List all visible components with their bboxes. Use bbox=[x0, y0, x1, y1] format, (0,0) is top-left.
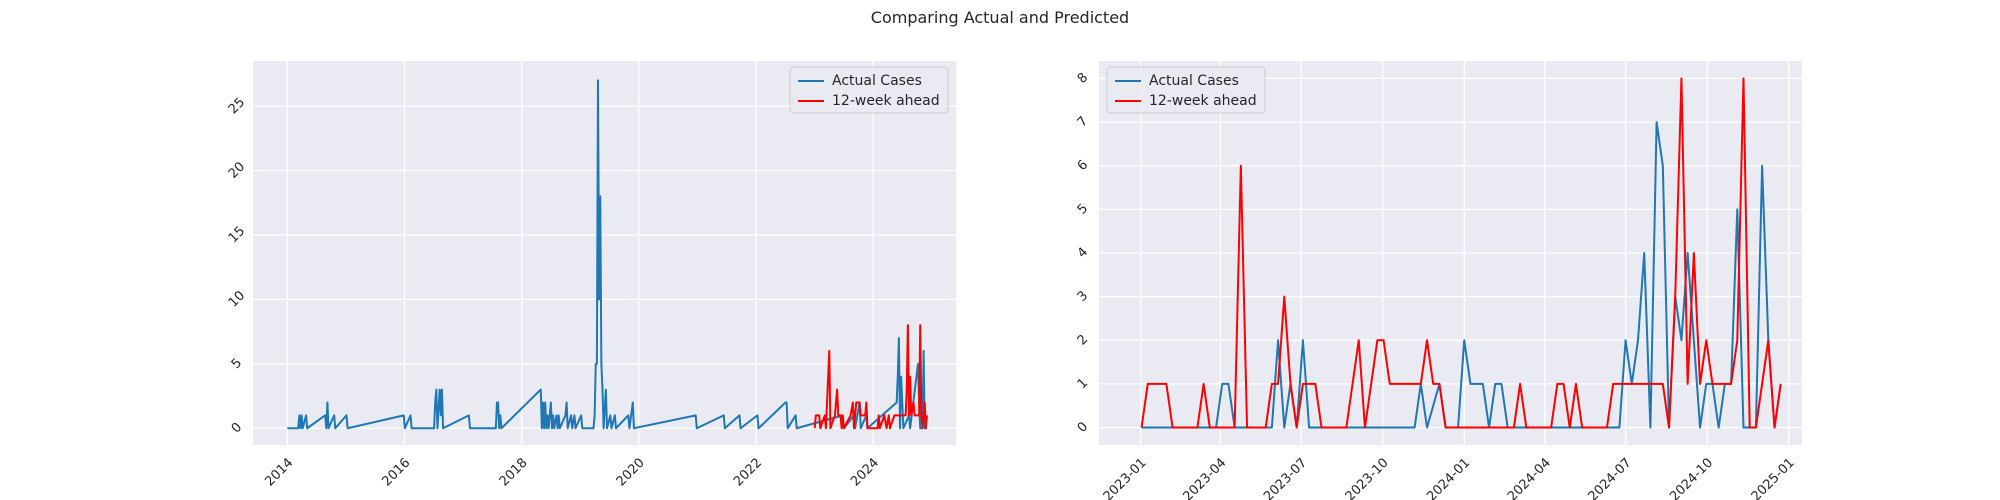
y-tick-label: 0 bbox=[229, 420, 245, 436]
y-tick-label: 20 bbox=[226, 159, 248, 181]
x-tick-label: 2023-04 bbox=[1180, 455, 1229, 500]
legend: Actual Cases 12-week ahead bbox=[789, 66, 949, 114]
y-tick-label: 15 bbox=[226, 224, 248, 246]
chart-panel-1: 2014 2016 2018 2020 2022 2024 0 5 10 15 20 25 Actual… bbox=[226, 61, 956, 489]
legend-label: Actual Cases bbox=[832, 73, 922, 89]
x-tick-label: 2025-01 bbox=[1749, 455, 1798, 500]
y-tick-label: 25 bbox=[226, 95, 248, 117]
series-line-predicted bbox=[813, 324, 928, 430]
legend: Actual Cases 12-week ahead bbox=[1106, 66, 1266, 114]
x-tick-label: 2020 bbox=[614, 455, 648, 489]
x-tick-label: 2022 bbox=[731, 455, 765, 489]
series-line-predicted bbox=[1140, 77, 1782, 429]
x-tick-label: 2023-01 bbox=[1101, 455, 1150, 500]
y-tick-label: 4 bbox=[1075, 245, 1091, 261]
x-tick-label: 2016 bbox=[379, 455, 413, 489]
y-tick-label: 2 bbox=[1075, 332, 1091, 348]
x-tick-label: 2024-04 bbox=[1505, 455, 1554, 500]
plot-area bbox=[253, 61, 956, 445]
x-tick-label: 2024 bbox=[848, 455, 882, 489]
legend-box bbox=[1106, 66, 1266, 114]
x-tick-label: 2023-07 bbox=[1261, 455, 1310, 500]
y-tick-label: 1 bbox=[1075, 376, 1091, 392]
y-tick-label: 10 bbox=[226, 288, 248, 310]
x-tick-label: 2024-10 bbox=[1667, 455, 1716, 500]
legend-label: Actual Cases bbox=[1149, 73, 1239, 89]
y-tick-label: 5 bbox=[1075, 201, 1091, 217]
figure-title: Comparing Actual and Predicted bbox=[870, 8, 1130, 27]
x-tick-label: 2024-01 bbox=[1424, 455, 1473, 500]
x-tick-label: 2014 bbox=[262, 455, 296, 489]
x-tick-label: 2018 bbox=[497, 455, 531, 489]
y-tick-label: 3 bbox=[1075, 288, 1091, 304]
legend-label: 12-week ahead bbox=[1149, 93, 1257, 109]
legend-box bbox=[789, 66, 949, 114]
y-tick-label: 6 bbox=[1075, 157, 1091, 173]
series-line-actual bbox=[287, 79, 927, 430]
y-tick-label: 5 bbox=[229, 356, 245, 372]
legend-label: 12-week ahead bbox=[832, 93, 940, 109]
x-tick-label: 2024-07 bbox=[1586, 455, 1635, 500]
y-tick-label: 8 bbox=[1075, 70, 1091, 86]
y-tick-label: 7 bbox=[1075, 114, 1091, 130]
y-tick-label: 0 bbox=[1075, 419, 1091, 435]
x-tick-label: 2023-10 bbox=[1343, 455, 1392, 500]
chart-panel-2: 2023-01 2023-04 2023-07 2023-10 2024-01 2024-… bbox=[1075, 61, 1802, 500]
